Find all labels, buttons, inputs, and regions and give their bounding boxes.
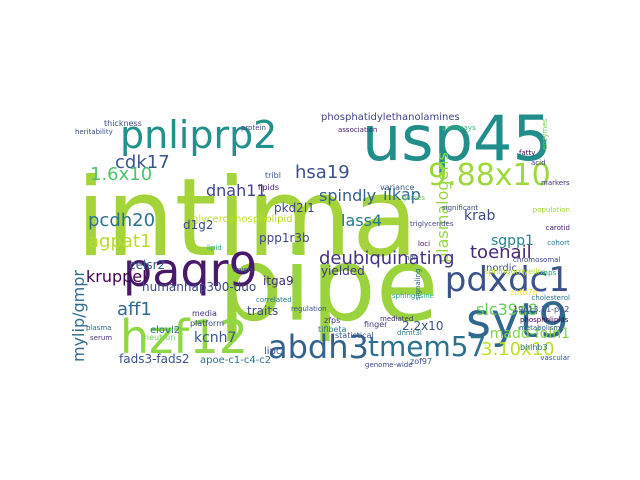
- word-hdl: hdl: [405, 254, 416, 262]
- word-3-10x10: 3.10x10: [481, 339, 555, 360]
- word-hsa19: hsa19: [295, 162, 350, 183]
- word-sphingosine: sphingosine: [392, 292, 434, 300]
- word-cohort: cohort: [547, 239, 570, 247]
- word-elovl2: elovl2: [150, 325, 180, 336]
- word-regulation: regulation: [291, 305, 327, 313]
- word-media: media: [192, 309, 217, 318]
- word-agpat1: agpat1: [88, 231, 151, 252]
- word-spindly: spindly: [319, 186, 376, 205]
- word-signaling: signaling: [414, 268, 422, 300]
- word-pkd2l1: pkd2l1: [274, 201, 315, 215]
- word-mylip-gmpr: mylip/gmpr: [69, 270, 88, 362]
- word-slc39a8: slc39a8: [476, 300, 538, 319]
- word-humanhap300-duo: humanhap300-duo: [142, 280, 256, 294]
- word-zfps: zfps: [324, 316, 340, 325]
- word-lass4: lass4: [341, 211, 382, 230]
- word-dnmt3l: dnmt3l: [397, 329, 422, 337]
- word-pipe: pipe: [218, 226, 439, 345]
- word-toenail: toenail: [470, 242, 532, 263]
- word-vascular: vascular: [540, 354, 570, 362]
- word-fatty: fatty: [519, 149, 535, 157]
- word-finger: finger: [364, 320, 388, 329]
- word-bhlhb3: bhlhb3: [520, 343, 548, 352]
- word-correlated: correlated: [256, 296, 292, 304]
- word-gaines: gaines: [402, 194, 425, 202]
- word-association: association: [338, 126, 377, 134]
- word-zof97: zof97: [410, 357, 432, 366]
- word-sgpp1: sgpp1: [491, 233, 534, 249]
- word-9-88x10: 9.88x10: [428, 158, 551, 193]
- word-yielded: yielded: [321, 264, 365, 278]
- word-nordic: nordic: [486, 263, 517, 274]
- word-fads3-fads2: fads3-fads2: [119, 352, 190, 366]
- word-mediated: mediated: [380, 315, 413, 323]
- word-protein: protein: [241, 124, 266, 132]
- word-syt9: syt9: [466, 293, 569, 349]
- word-pcdh20: pcdh20: [88, 210, 155, 231]
- word-thickness: thickness: [104, 119, 142, 128]
- word-deubiquinating: deubiquinating: [319, 248, 455, 269]
- word-triglycerides: triglycerides: [410, 220, 454, 228]
- word-metabolism: metabolism: [519, 324, 560, 332]
- word-pdxdc1: pdxdc1: [445, 260, 570, 300]
- word-heritability: heritability: [75, 128, 113, 136]
- word-markers: markers: [541, 179, 570, 187]
- word-kruppel: kruppel: [86, 267, 147, 286]
- word-tribl: tribl: [265, 171, 281, 180]
- word-tiflbeta: tiflbeta: [318, 325, 347, 334]
- word-genome-wide: genome-wide: [365, 361, 413, 369]
- word-pathways: pathways: [442, 124, 476, 132]
- word-ppp1r3b: ppp1r3b: [259, 231, 310, 245]
- word-ilkap: ilkap: [383, 185, 421, 204]
- word-abdh3: abdh3: [268, 328, 369, 366]
- word-statistical: statistical: [335, 331, 374, 340]
- word-levels: levels: [233, 266, 254, 274]
- word-cholesterol: cholesterol: [531, 294, 570, 302]
- word-loci: loci: [418, 240, 430, 248]
- word-significant: significant: [442, 204, 478, 212]
- word-carotid: carotid: [546, 224, 570, 232]
- word-phosphatidylethanolamines: phosphatidylethanolamines: [321, 112, 460, 123]
- word-d1g2: d1g2: [183, 218, 214, 232]
- word-apoe-c1-c4-c2: apoe-c1-c4-c2: [200, 355, 271, 366]
- word-2-2x10: 2.2x10: [402, 319, 443, 333]
- word-cdk17: cdk17: [115, 152, 170, 173]
- word-1-6x10: 1.6x10: [90, 164, 152, 185]
- word-hzf12: hzf12: [120, 310, 248, 364]
- word-platform: platform: [190, 319, 224, 328]
- word-phospholipids: phospholipids: [520, 316, 569, 324]
- word-usp45: usp45: [362, 102, 552, 175]
- word-intima: intima: [76, 156, 418, 281]
- word-enzymes: enzymes: [541, 118, 549, 150]
- word-krab: krab: [464, 208, 495, 224]
- word-plasmalogens: plasmalogens: [433, 152, 452, 263]
- word-pnliprp2: pnliprp2: [120, 113, 277, 157]
- word-glycerophospholipid: glycerophospholipid: [192, 214, 293, 225]
- word-serum: serum: [90, 334, 112, 342]
- word-zbtb7b: zbtb7b: [510, 288, 538, 297]
- word-madd-folh1: madd-folh1: [490, 326, 570, 342]
- word-aff1: aff1: [117, 299, 152, 320]
- word-chromosomal: chromosomal: [513, 256, 560, 264]
- word-variance: variance: [380, 183, 415, 192]
- word-lipid: lipid: [207, 244, 222, 252]
- word-neutron: neutron: [144, 333, 175, 342]
- word-celsr2: celsr2: [129, 258, 165, 272]
- word-kcnh7: kcnh7: [194, 330, 236, 346]
- word-sphingomyelins: sphingomyelins: [484, 267, 547, 276]
- word-itga9: itga9: [263, 274, 294, 288]
- word-dnah11: dnah11: [206, 181, 267, 200]
- word-tmem57: tmem57: [368, 330, 486, 363]
- word-19p13-11-p12: 19p13.11-p12: [513, 305, 569, 314]
- word-snps: snps: [540, 269, 557, 277]
- word-traits: traits: [247, 304, 278, 318]
- word-plasma: plasma: [86, 324, 111, 332]
- word-lipc: lipc: [264, 346, 281, 357]
- word-lipids: lipids: [258, 183, 279, 192]
- word-population: population: [533, 206, 570, 214]
- word-acid: acid: [531, 159, 546, 167]
- word-paqr9: paqr9: [123, 243, 258, 297]
